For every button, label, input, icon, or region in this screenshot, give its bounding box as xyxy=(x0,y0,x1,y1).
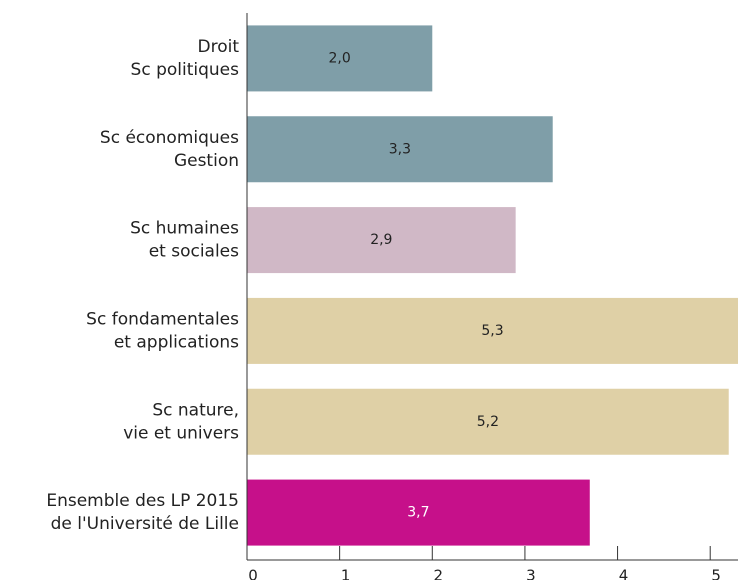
x-tick-label: 4 xyxy=(619,567,629,580)
x-tick-label: 3 xyxy=(526,567,536,580)
bar xyxy=(247,388,729,455)
value-label: 3,7 xyxy=(407,505,429,521)
x-tick-label: 5 xyxy=(711,567,721,580)
category-label: vie et univers xyxy=(123,423,239,443)
value-label: 5,2 xyxy=(477,414,499,430)
bar xyxy=(247,479,590,546)
bar xyxy=(247,297,738,364)
category-label: Sc politiques xyxy=(131,60,240,80)
bar xyxy=(247,25,433,92)
value-label: 2,0 xyxy=(329,50,351,66)
x-tick-label: 1 xyxy=(341,567,351,580)
bar xyxy=(247,207,516,274)
value-label: 2,9 xyxy=(370,232,392,248)
category-label: Gestion xyxy=(174,151,239,171)
category-label: de l'Université de Lille xyxy=(51,514,239,534)
category-label: Droit xyxy=(198,37,240,57)
x-tick-label: 0 xyxy=(248,567,258,580)
category-label: et applications xyxy=(114,332,239,352)
category-label: Sc fondamentales xyxy=(86,309,239,329)
category-label: Sc humaines xyxy=(130,219,239,239)
x-tick-label: 2 xyxy=(434,567,444,580)
bar xyxy=(247,116,553,183)
category-label: Sc économiques xyxy=(100,128,239,148)
category-label: Sc nature, xyxy=(152,400,239,420)
category-label: Ensemble des LP 2015 xyxy=(46,491,239,511)
value-label: 5,3 xyxy=(481,323,503,339)
category-label: et sociales xyxy=(149,242,239,262)
value-label: 3,3 xyxy=(389,141,411,157)
